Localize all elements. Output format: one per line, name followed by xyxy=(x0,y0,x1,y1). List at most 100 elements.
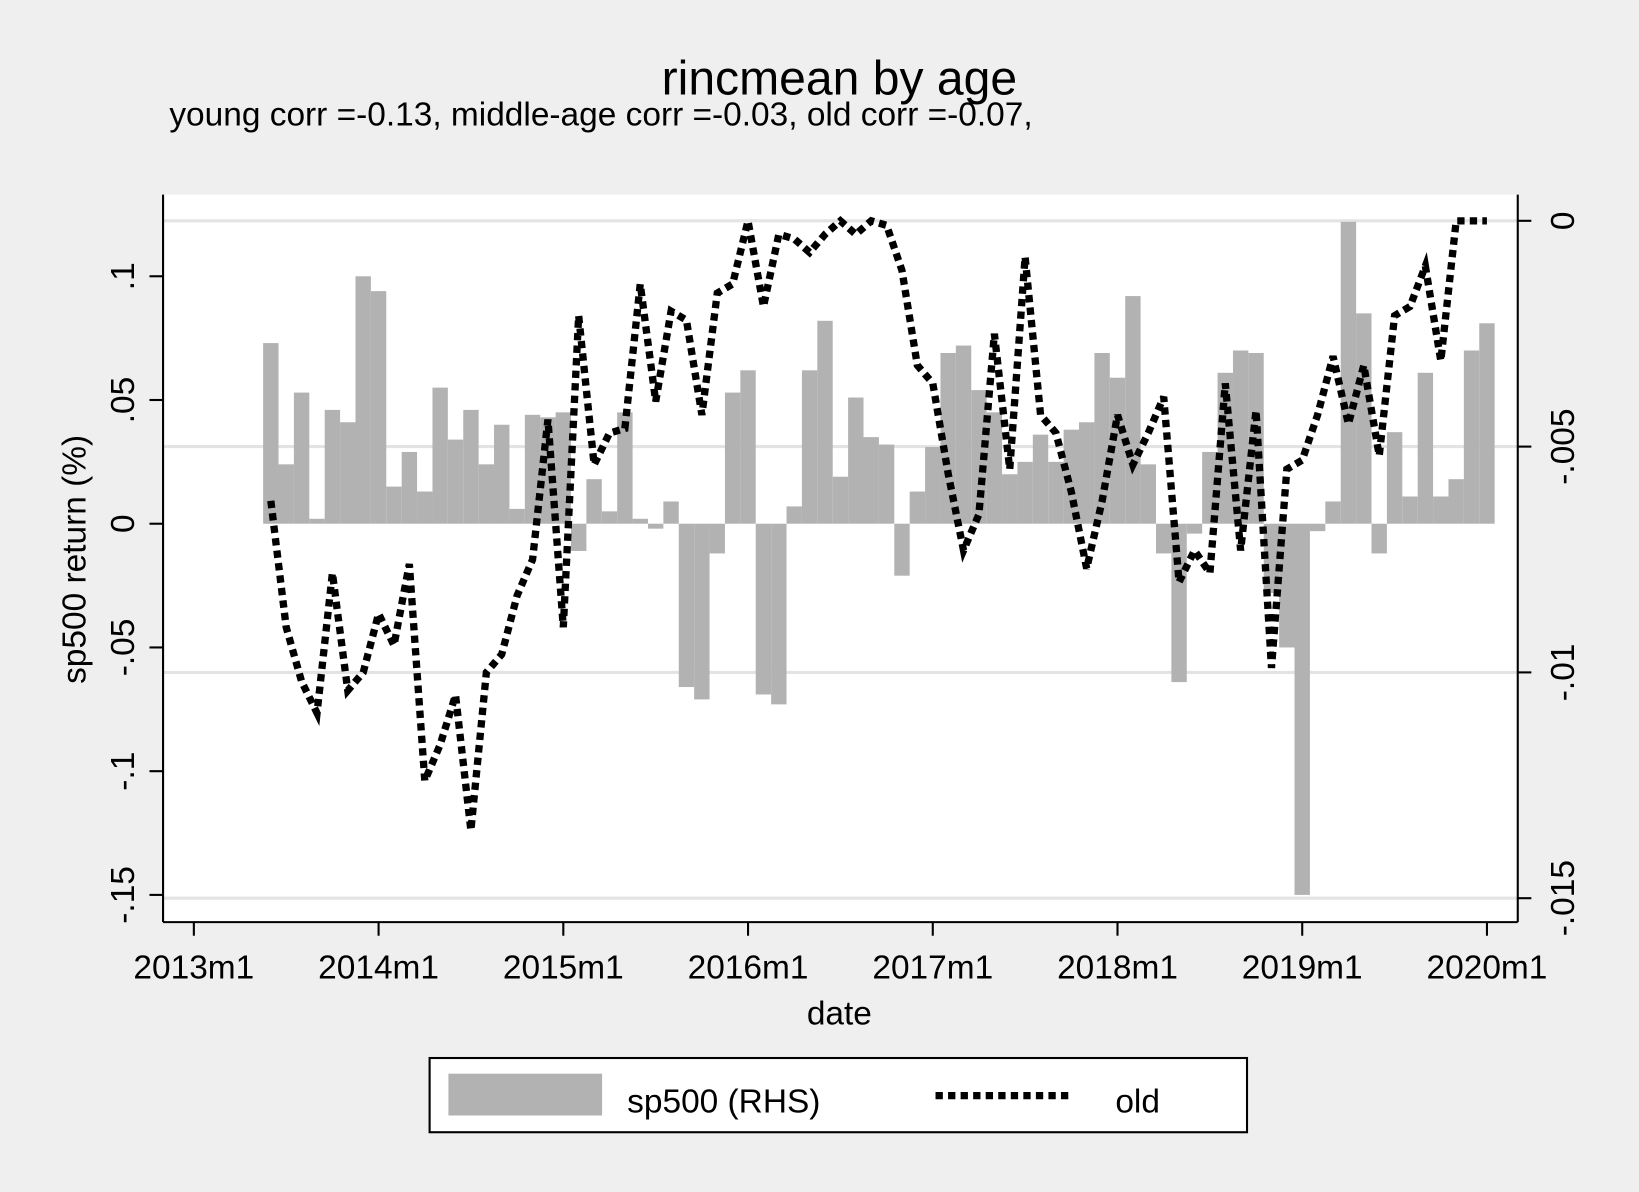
y-tick-label: .1 xyxy=(105,262,142,290)
x-tick-label: 2017m1 xyxy=(872,950,993,987)
x-axis-title: date xyxy=(807,996,872,1033)
bar xyxy=(1479,323,1495,524)
bar xyxy=(632,518,648,524)
bar xyxy=(986,412,1003,524)
bar xyxy=(878,444,895,524)
bar xyxy=(1263,523,1280,594)
bar xyxy=(1155,523,1172,554)
legend-swatch xyxy=(448,1073,603,1116)
bar xyxy=(1340,221,1357,524)
y-tick-label: -.15 xyxy=(105,866,142,924)
bar xyxy=(324,409,341,524)
bar xyxy=(663,501,679,524)
bar xyxy=(1032,434,1049,524)
axes: -.15 -.1 -.05 0 .05 .1 -.015 -.01 -.005 0 2013m1 20… xyxy=(105,194,1582,987)
bar xyxy=(940,352,956,524)
bar xyxy=(786,506,802,524)
bar xyxy=(1048,461,1064,524)
lines xyxy=(267,215,1487,831)
y-tick-label: 0 xyxy=(105,514,142,533)
bar xyxy=(1433,496,1449,524)
y-axis-title: sp500 return (%) xyxy=(57,435,94,684)
bar xyxy=(955,345,972,524)
x-tick-label: 2014m1 xyxy=(318,950,439,987)
y2-tick-label: -.005 xyxy=(1545,408,1582,484)
bar xyxy=(1386,432,1403,524)
bar xyxy=(1417,372,1434,524)
x-tick-label: 2018m1 xyxy=(1057,950,1178,987)
bar xyxy=(740,370,756,524)
chart-subtitle: young corr =-0.13, middle-age corr =-0.0… xyxy=(169,97,1032,134)
x-tick-label: 2020m1 xyxy=(1427,950,1548,987)
y-tick-label: .05 xyxy=(105,377,142,423)
legend: sp500 (RHS) old xyxy=(428,1056,1249,1134)
bar xyxy=(463,409,479,524)
bar xyxy=(478,464,495,524)
bar xyxy=(1202,451,1218,524)
bar xyxy=(894,523,910,576)
bar xyxy=(1186,523,1203,534)
bar xyxy=(494,424,510,524)
bar xyxy=(278,464,294,524)
bar xyxy=(1232,350,1249,524)
bar xyxy=(971,390,987,524)
bar xyxy=(1079,422,1095,524)
bar xyxy=(1325,501,1341,524)
bar xyxy=(293,392,310,524)
bar xyxy=(447,439,464,524)
bar xyxy=(1356,313,1372,524)
bar xyxy=(832,476,849,524)
bar xyxy=(432,387,448,524)
bar xyxy=(1094,352,1110,524)
bar xyxy=(401,451,418,524)
bar xyxy=(417,491,433,524)
bar xyxy=(355,276,371,524)
y-tick-label: -.05 xyxy=(105,619,142,677)
bar xyxy=(848,397,864,524)
bar xyxy=(617,412,633,524)
bar xyxy=(586,479,602,524)
bar xyxy=(1402,496,1418,524)
bar xyxy=(647,523,664,529)
bar xyxy=(678,523,695,688)
bar xyxy=(801,370,818,524)
bar xyxy=(694,523,710,700)
bar xyxy=(1294,523,1310,895)
bar xyxy=(1125,296,1141,524)
bar xyxy=(571,523,587,551)
bar xyxy=(1309,523,1326,532)
bar xyxy=(1002,474,1018,524)
line-series xyxy=(267,215,1487,831)
bar xyxy=(1017,461,1033,524)
bar xyxy=(755,523,772,695)
y-tick-label: -.1 xyxy=(105,752,142,791)
bar xyxy=(863,437,879,524)
bar xyxy=(925,447,941,524)
x-tick-label: 2019m1 xyxy=(1242,950,1363,987)
bar xyxy=(909,491,926,524)
bar xyxy=(1371,523,1387,554)
bar xyxy=(724,392,741,524)
legend-label: sp500 (RHS) xyxy=(627,1083,820,1120)
bar xyxy=(263,343,279,524)
bars xyxy=(263,221,1495,895)
bar xyxy=(709,523,725,554)
y2-tick-label: 0 xyxy=(1545,211,1582,230)
bar xyxy=(386,486,402,524)
bar xyxy=(309,518,325,524)
bar xyxy=(509,508,525,524)
x-tick-label: 2013m1 xyxy=(133,950,254,987)
bar xyxy=(771,523,787,705)
bar xyxy=(1448,479,1464,524)
bar xyxy=(1140,464,1156,524)
bar xyxy=(817,320,833,524)
legend-label: old xyxy=(1115,1083,1160,1120)
bar xyxy=(340,422,356,524)
y2-tick-label: -.01 xyxy=(1545,644,1582,702)
chart-title: rincmean by age xyxy=(662,51,1017,105)
bar xyxy=(370,291,387,524)
bar xyxy=(1109,377,1126,524)
bar xyxy=(601,511,618,524)
